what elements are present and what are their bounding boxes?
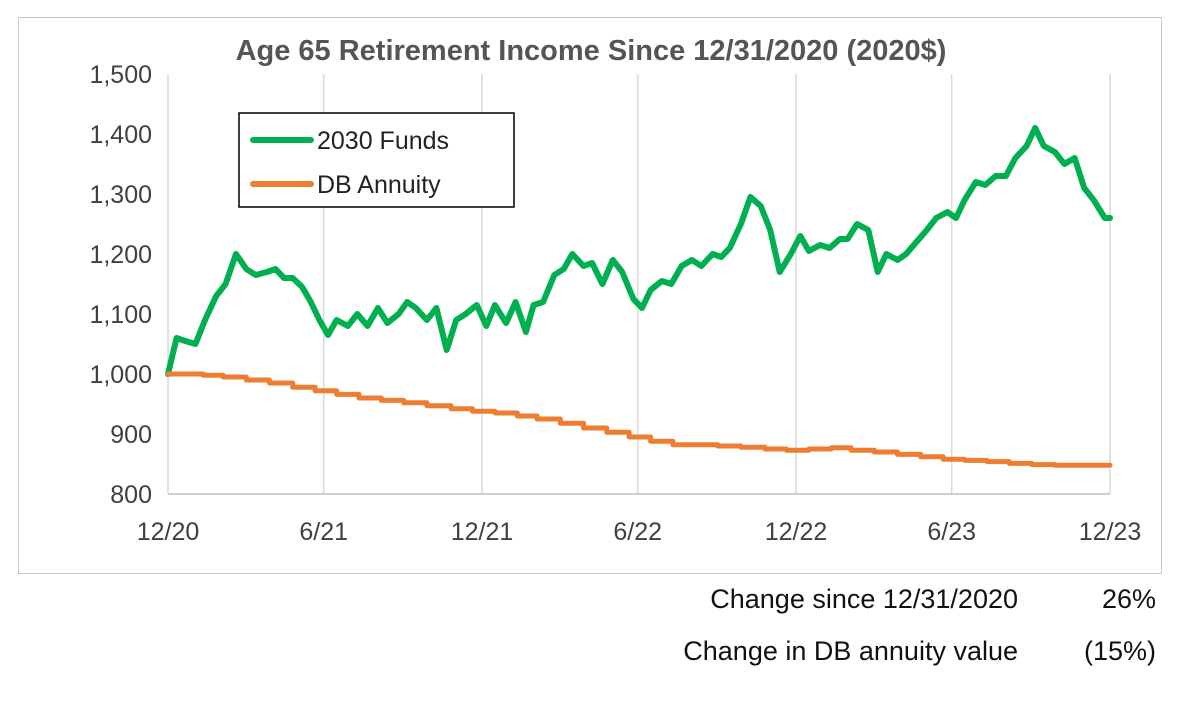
- summary-value: (15%): [1083, 636, 1156, 666]
- series-line-db-annuity: [165, 371, 1113, 468]
- summary-row-change-since: Change since 12/31/2020 26%: [0, 584, 1190, 624]
- y-tick-label: 1,200: [89, 241, 152, 269]
- chart-frame: Age 65 Retirement Income Since 12/31/202…: [18, 17, 1162, 574]
- y-tick-label: 1,500: [89, 61, 152, 89]
- summary-row-db-annuity: Change in DB annuity value (15%): [0, 636, 1190, 676]
- legend-box: [238, 112, 515, 208]
- x-tick-label: 12/20: [137, 518, 200, 546]
- series-line-2030-funds: [165, 125, 1113, 377]
- summary-value: 26%: [1101, 584, 1156, 614]
- x-tick-label: 12/23: [1079, 518, 1142, 546]
- x-tick-label: 12/22: [765, 518, 828, 546]
- axes: 12/20 6/21 12/21 6/22 12/22 6/23 12/23 800 900 1,…: [89, 61, 1141, 546]
- series-lines: [165, 125, 1113, 468]
- chart-title: Age 65 Retirement Income Since 12/31/202…: [236, 35, 947, 67]
- x-tick-label: 6/21: [299, 518, 348, 546]
- y-tick-label: 1,400: [89, 121, 152, 149]
- line-chart: Age 65 Retirement Income Since 12/31/202…: [89, 35, 1141, 546]
- y-tick-label: 900: [110, 421, 152, 449]
- legend-label: 2030 Funds: [317, 127, 449, 155]
- legend: 2030 Funds DB Annuity: [238, 112, 515, 208]
- y-tick-label: 800: [110, 481, 152, 509]
- y-tick-label: 1,000: [89, 361, 152, 389]
- x-tick-label: 12/21: [451, 518, 514, 546]
- legend-label: DB Annuity: [317, 171, 441, 199]
- y-tick-label: 1,100: [89, 301, 152, 329]
- y-tick-label: 1,300: [89, 181, 152, 209]
- summary-label: Change in DB annuity value: [683, 636, 1018, 666]
- x-tick-label: 6/22: [613, 518, 662, 546]
- x-tick-label: 6/23: [927, 518, 976, 546]
- summary-label: Change since 12/31/2020: [710, 584, 1018, 614]
